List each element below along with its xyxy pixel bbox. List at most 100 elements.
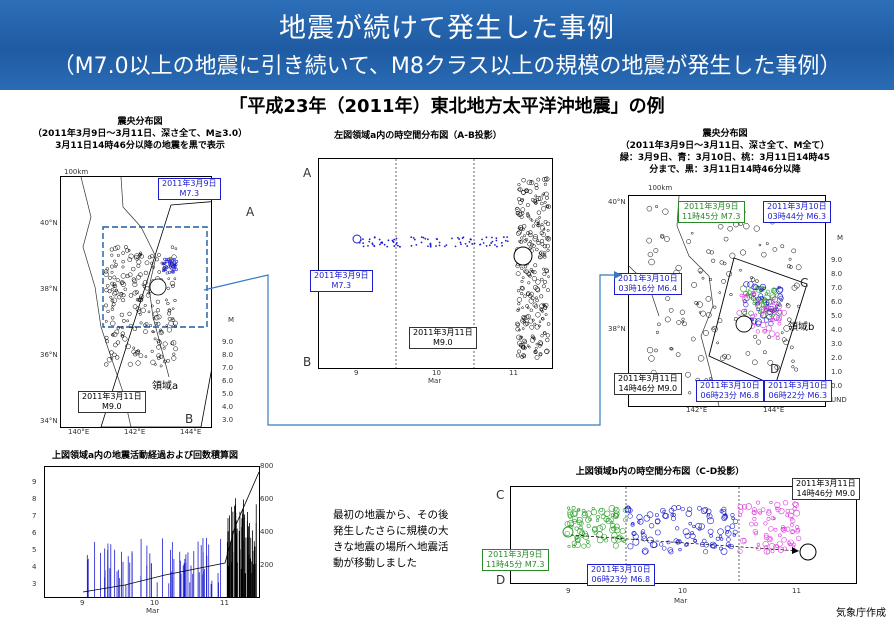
quake-dot — [528, 230, 533, 235]
quake-dot — [127, 257, 133, 262]
quake-dot — [544, 313, 548, 317]
quake-dot — [171, 254, 177, 260]
quake-dot — [112, 331, 118, 337]
quake-dot — [544, 269, 550, 274]
quake-dot — [684, 532, 691, 539]
quake-dot — [752, 528, 758, 535]
quake-dot — [688, 391, 692, 395]
quake-dot — [466, 245, 469, 247]
right-map-caption-line4: 分まで、黒：3月11日14時46分以降 — [649, 165, 801, 175]
quake-dot — [502, 236, 505, 238]
quake-dot — [780, 331, 784, 334]
quake-dot — [518, 224, 524, 231]
quake-dot — [159, 330, 163, 334]
quake-dot — [743, 222, 750, 230]
quake-dot — [517, 197, 521, 202]
quake-dot — [520, 286, 525, 291]
quake-dot — [768, 543, 776, 550]
quake-dot — [627, 543, 634, 550]
quake-dot — [763, 545, 769, 550]
quake-dot — [654, 519, 661, 525]
label-date: 2011年3月11日 — [413, 328, 473, 337]
quake-dot — [136, 274, 141, 280]
quake-dot — [762, 328, 768, 334]
quake-dot — [699, 271, 702, 274]
quake-dot — [729, 252, 736, 259]
quake-dot — [795, 264, 802, 271]
note-line: きな地震の場所へ地震活 — [333, 541, 449, 553]
quake-dot — [150, 261, 154, 265]
quake-dot — [756, 302, 763, 309]
quake-dot — [675, 264, 682, 272]
quake-dot — [777, 285, 781, 290]
quake-dot — [126, 319, 130, 323]
quake-dot — [168, 261, 172, 265]
quake-dot — [171, 307, 175, 311]
quake-dot — [454, 245, 457, 248]
quake-dot — [578, 520, 584, 526]
legend-value: UND — [831, 396, 847, 404]
quake-dot — [751, 507, 757, 513]
quake-dot — [785, 303, 791, 309]
quake-dot — [790, 529, 795, 535]
quake-dot — [544, 349, 549, 354]
quake-dot — [367, 244, 369, 247]
quake-dot — [596, 525, 604, 532]
quake-dot — [732, 529, 738, 535]
cd-label-m68: 2011年3月10日 06時23分 M6.8 — [587, 564, 655, 586]
quake-dot — [496, 245, 498, 248]
ab-x-tick: 11 — [509, 369, 518, 377]
quake-dot — [771, 302, 775, 306]
right-map-scale: 100km — [648, 184, 673, 192]
quake-dot — [741, 538, 747, 543]
quake-dot — [754, 313, 758, 317]
legend-value: 1.0 — [831, 368, 843, 376]
quake-dot — [697, 267, 704, 274]
quake-dot — [136, 349, 140, 353]
quake-dot — [516, 231, 521, 236]
quake-dot — [468, 241, 471, 243]
quake-dot — [570, 510, 577, 518]
quake-dot — [567, 511, 574, 518]
quake-dot — [485, 244, 488, 247]
quake-dot — [471, 243, 474, 245]
quake-dot — [767, 335, 772, 340]
quake-dot — [701, 276, 705, 280]
quake-dot — [121, 265, 125, 269]
quake-dot — [612, 542, 619, 549]
quake-dot — [479, 243, 482, 246]
quake-dot — [491, 240, 494, 243]
quake-dot — [546, 204, 551, 209]
quake-dot — [157, 270, 161, 274]
label-date: 2011年3月11日 — [618, 374, 678, 383]
quake-dot — [491, 236, 493, 239]
quake-dot — [170, 284, 175, 288]
quake-dot — [697, 526, 702, 531]
quake-dot — [585, 510, 592, 517]
quake-dot — [166, 327, 172, 333]
quake-dot — [524, 269, 529, 275]
quake-dot — [718, 534, 723, 539]
quake-dot — [142, 285, 146, 289]
left-epicenter-map — [60, 176, 212, 428]
quake-dot — [716, 341, 719, 345]
quake-dot — [381, 242, 384, 244]
quake-dot — [132, 290, 138, 296]
quake-dot — [751, 291, 757, 296]
quake-dot — [724, 525, 731, 532]
quake-dot — [585, 517, 591, 523]
quake-dot — [159, 364, 163, 368]
quake-dot — [791, 284, 798, 291]
quake-dot — [164, 265, 168, 269]
quake-dot — [383, 243, 386, 246]
quake-dot — [127, 311, 132, 316]
quake-dot — [717, 318, 723, 323]
quake-dot — [706, 513, 711, 517]
quake-dot — [521, 327, 525, 330]
quake-dot — [544, 176, 550, 182]
quake-dot — [535, 279, 541, 285]
quake-dot — [788, 508, 795, 514]
cd-label-m90: 2011年3月11日 14時46分 M9.0 — [792, 478, 860, 500]
quake-dot — [379, 243, 381, 246]
quake-dot — [162, 341, 168, 347]
